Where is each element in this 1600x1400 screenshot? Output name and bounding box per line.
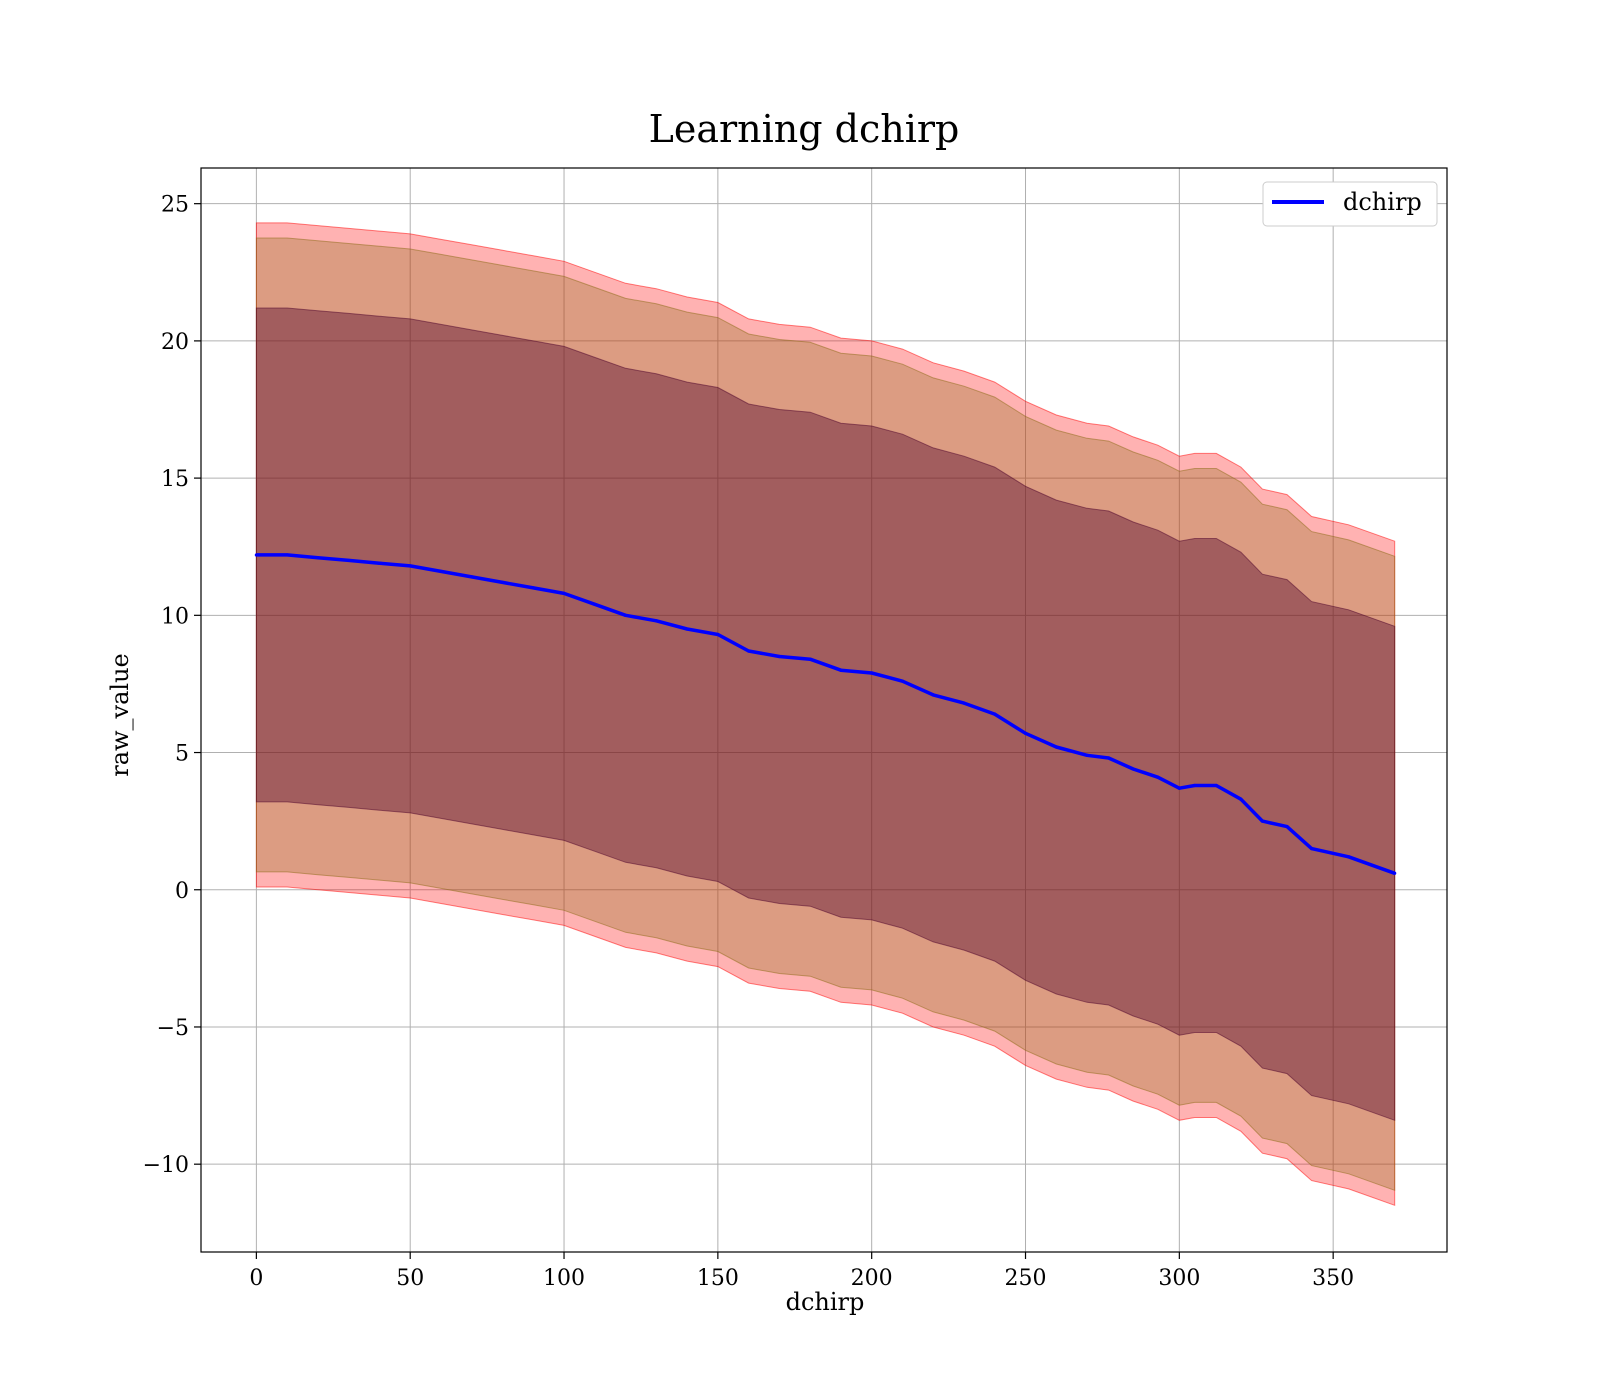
chart-title: Learning dchirp (649, 107, 960, 151)
data-point-17 (777, 654, 781, 659)
data-point-21 (900, 679, 905, 683)
x-tick-label-5: 250 (1005, 1266, 1047, 1291)
data-point-22 (931, 693, 935, 697)
legend-box (1262, 181, 1438, 227)
data-point-29 (1131, 767, 1135, 771)
x-tick-label-6: 300 (1158, 1266, 1200, 1291)
legend-label-dchirp: dchirp (1343, 188, 1422, 216)
y-tick-label-4: 10 (161, 604, 189, 629)
data-point-13 (654, 619, 658, 623)
series-line-dchirp (256, 553, 1396, 875)
y-tick-label-6: 20 (161, 330, 189, 355)
data-point-28 (1106, 756, 1111, 760)
data-point-25 (1023, 731, 1028, 735)
data-point-38 (1346, 855, 1351, 859)
x-axis-title: dchirp (786, 1288, 865, 1316)
data-point-24 (993, 712, 997, 716)
data-point-7 (470, 575, 474, 579)
data-point-18 (808, 657, 812, 661)
data-point-12 (623, 613, 628, 617)
legend: dchirp (1262, 181, 1438, 227)
data-point-0 (254, 553, 258, 557)
band-middle (255, 237, 1396, 1192)
grid (201, 168, 1447, 1252)
data-point-2 (316, 556, 320, 560)
data-point-31 (1177, 786, 1181, 790)
y-tick-label-0: −10 (143, 1153, 189, 1178)
plot-frame (200, 167, 1448, 1253)
data-point-10 (562, 591, 566, 595)
x-tick-label-2: 100 (543, 1266, 585, 1291)
y-axis-title: raw_value (106, 653, 134, 777)
data-point-36 (1285, 825, 1289, 829)
data-point-33 (1214, 783, 1218, 788)
data-point-4 (377, 561, 382, 565)
y-axis-ticks: −10 −5 0 5 10 15 20 25 (143, 193, 201, 1178)
x-axis-ticks: 0 50 100 150 200 250 300 350 (249, 1252, 1354, 1291)
data-point-16 (747, 649, 751, 653)
data-point-3 (347, 558, 351, 563)
data-point-11 (593, 602, 597, 606)
x-tick-label-1: 50 (396, 1266, 424, 1291)
data-point-9 (531, 586, 535, 590)
data-point-14 (685, 627, 689, 631)
data-point-6 (439, 569, 443, 574)
data-point-32 (1193, 783, 1197, 788)
data-point-26 (1054, 745, 1058, 749)
band-inner (255, 307, 1396, 1122)
data-point-27 (1085, 753, 1089, 757)
data-point-19 (839, 668, 843, 672)
data-point-5 (408, 564, 412, 568)
data-point-8 (500, 580, 505, 584)
data-point-37 (1310, 846, 1314, 851)
y-tick-label-7: 25 (161, 193, 189, 218)
series-lines (254, 553, 1397, 875)
data-point-1 (285, 553, 289, 557)
confidence-bands (255, 222, 1396, 1207)
y-tick-label-2: 0 (175, 879, 189, 904)
band-outer (255, 222, 1396, 1207)
x-tick-label-7: 350 (1312, 1266, 1354, 1291)
data-point-34 (1239, 797, 1243, 801)
data-point-15 (716, 632, 720, 637)
data-point-30 (1156, 775, 1160, 779)
x-tick-label-3: 150 (697, 1266, 739, 1291)
data-point-39 (1393, 871, 1397, 875)
x-tick-label-0: 0 (249, 1266, 263, 1291)
data-point-35 (1260, 819, 1265, 823)
plot-area (200, 167, 1448, 1253)
data-point-20 (870, 671, 874, 675)
x-tick-label-4: 200 (851, 1266, 893, 1291)
data-point-23 (962, 701, 966, 705)
y-tick-label-5: 15 (161, 467, 189, 492)
y-tick-label-1: −5 (157, 1016, 189, 1041)
y-tick-label-3: 5 (175, 742, 189, 767)
